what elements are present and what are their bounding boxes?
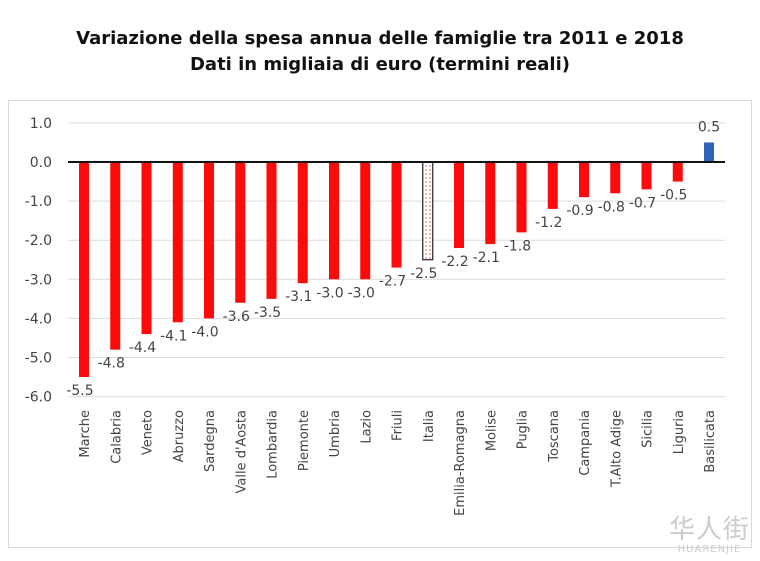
bar-campania <box>579 162 589 198</box>
bar-friuli <box>391 162 402 268</box>
x-tick-label: Sardegna <box>203 410 218 472</box>
x-tick-label: Sicilia <box>641 410 656 448</box>
bar-lazio <box>360 162 371 280</box>
data-label: -1.8 <box>504 238 531 254</box>
bar-calabria <box>110 162 121 350</box>
y-tick-label: -1.0 <box>25 194 52 210</box>
data-label: -3.0 <box>348 285 375 301</box>
data-label: -4.8 <box>98 356 125 372</box>
chart-subtitle: Dati in migliaia di euro (termini reali) <box>189 54 570 75</box>
bar-italia <box>422 161 434 261</box>
data-label: 0.5 <box>698 119 720 135</box>
data-label: -2.5 <box>410 266 437 282</box>
data-label: -4.4 <box>129 340 156 356</box>
bar-marche <box>79 162 89 378</box>
y-tick-label: -5.0 <box>25 351 52 367</box>
x-tick-label: Italia <box>422 410 437 442</box>
x-tick-label: Friuli <box>391 410 406 441</box>
data-label: -3.6 <box>223 309 250 325</box>
x-tick-label: Lazio <box>359 410 374 444</box>
y-tick-label: -2.0 <box>25 233 52 249</box>
data-label: -2.7 <box>379 274 406 290</box>
y-tick-label: 1.0 <box>30 116 52 132</box>
x-tick-label: Abruzzo <box>172 410 187 462</box>
y-tick-label: -4.0 <box>25 311 52 327</box>
y-tick-label: -6.0 <box>25 390 52 406</box>
data-label: -3.1 <box>285 289 312 305</box>
x-tick-label: Molise <box>484 410 499 451</box>
chart-frame <box>8 100 752 548</box>
y-tick-label: 0.0 <box>30 155 52 171</box>
x-tick-label: Valle d'Aosta <box>234 410 249 493</box>
bar-valle-d-aosta <box>235 162 246 303</box>
x-tick-label: T.Alto Adige <box>609 410 624 488</box>
data-label: -1.2 <box>535 215 562 231</box>
x-tick-label: Marche <box>78 410 93 458</box>
x-tick-label: Piemonte <box>297 410 312 471</box>
x-tick-label: Campania <box>578 410 593 476</box>
x-tick-label: Veneto <box>141 410 156 455</box>
data-label: -4.1 <box>160 328 187 344</box>
x-tick-label: Calabria <box>109 410 124 464</box>
bar-abruzzo <box>172 162 183 323</box>
data-label: -2.1 <box>473 250 500 266</box>
data-label: -3.0 <box>316 285 343 301</box>
data-label: -2.2 <box>441 254 468 270</box>
bar-toscana <box>547 162 558 209</box>
x-tick-label: Lombardia <box>266 410 281 479</box>
bar-sicilia <box>641 162 652 190</box>
data-label: -5.5 <box>66 383 93 399</box>
x-tick-label: Basilicata <box>703 410 718 473</box>
bar-basilicata <box>704 142 714 162</box>
bar-liguria <box>672 162 683 182</box>
bar-piemonte <box>297 162 308 284</box>
bar-lombardia <box>266 162 277 299</box>
x-tick-label: Puglia <box>516 410 531 449</box>
data-label: -4.0 <box>191 324 218 340</box>
bar-molise <box>485 162 496 245</box>
bar-puglia <box>516 162 527 233</box>
bar-sardegna <box>204 162 214 319</box>
data-label: -0.9 <box>566 203 593 219</box>
bar-umbria <box>329 162 339 280</box>
chart-title: Variazione della spesa annua delle famig… <box>76 28 684 49</box>
x-tick-label: Toscana <box>547 410 562 463</box>
x-tick-label: Liguria <box>672 410 687 454</box>
x-tick-label: Emilia-Romagna <box>453 410 468 516</box>
data-label: -3.5 <box>254 305 281 321</box>
x-tick-label: Umbria <box>328 410 343 457</box>
y-tick-label: -3.0 <box>25 272 52 288</box>
bar-emilia-romagna <box>454 162 464 249</box>
data-label: -0.8 <box>598 199 625 215</box>
data-label: -0.7 <box>629 195 656 211</box>
watermark-logo: 华人街 HUARENJIE <box>668 515 750 555</box>
bar-t-alto-adige <box>610 162 621 194</box>
data-label: -0.5 <box>660 188 687 204</box>
bar-veneto <box>141 162 152 335</box>
